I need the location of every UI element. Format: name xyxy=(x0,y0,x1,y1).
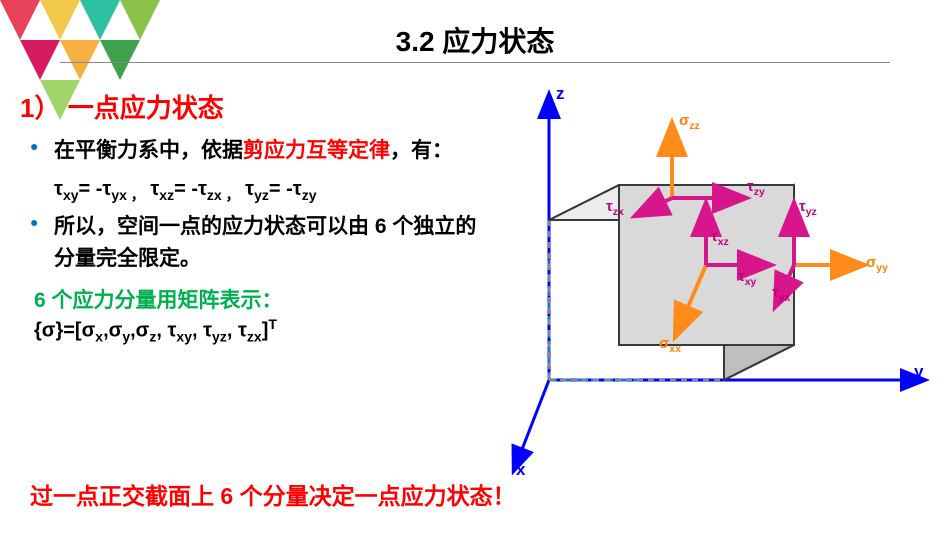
stress-cube-svg xyxy=(494,80,934,480)
axis-y-label: y xyxy=(914,362,923,382)
axis-x-label: x xyxy=(516,460,525,480)
bullet-1: 在平衡力系中，依据剪应力互等定律，有： xyxy=(20,135,490,168)
label-tau-zy: τzy xyxy=(747,178,765,198)
title-underline xyxy=(60,62,890,63)
bullet-2: 所以，空间一点的应力状态可以由 6 个独立的分量完全限定。 xyxy=(20,211,490,276)
bullet-1-pre: 在平衡力系中，依据 xyxy=(54,139,243,162)
label-sigma-zz: σzz xyxy=(679,112,700,132)
label-tau-yz: τyz xyxy=(799,198,817,218)
label-sigma-xx: σxx xyxy=(659,335,681,355)
stress-cube-figure: z y x σzz σyy σxx τzy τzx τxz τxy τyz τy… xyxy=(494,80,934,480)
label-sigma-yy: σyy xyxy=(866,254,888,274)
text-content: 1） 一点应力状态 在平衡力系中，依据剪应力互等定律，有： τxy= -τyx … xyxy=(20,88,490,344)
label-tau-zx: τzx xyxy=(606,198,624,218)
section-heading: 1） 一点应力状态 xyxy=(20,88,490,125)
label-tau-xy: τxy xyxy=(738,268,756,288)
section-name: 一点应力状态 xyxy=(68,93,224,123)
section-num: 1） xyxy=(20,93,60,123)
page-title: 3.2 应力状态 xyxy=(0,20,950,60)
equations: τxy= -τyx ， τxz= -τzx ， τyz= -τzy xyxy=(20,178,490,205)
bullet-1-post: ，有： xyxy=(390,139,453,162)
bullet-1-em: 剪应力互等定律 xyxy=(243,139,390,162)
bottom-statement: 过一点正交截面上 6 个分量决定一点应力状态！ xyxy=(30,477,516,511)
label-tau-yx: τyx xyxy=(772,284,790,304)
label-tau-xz: τxz xyxy=(711,228,729,248)
bullet-2-text: 所以，空间一点的应力状态可以由 6 个独立的分量完全限定。 xyxy=(54,215,476,271)
axis-z-label: z xyxy=(556,84,565,104)
green-line: 6 个应力分量用矩阵表示： xyxy=(20,284,490,314)
matrix-expr: {σ}=[σx,σy,σz, τxy, τyz, τzx]T xyxy=(20,316,490,345)
